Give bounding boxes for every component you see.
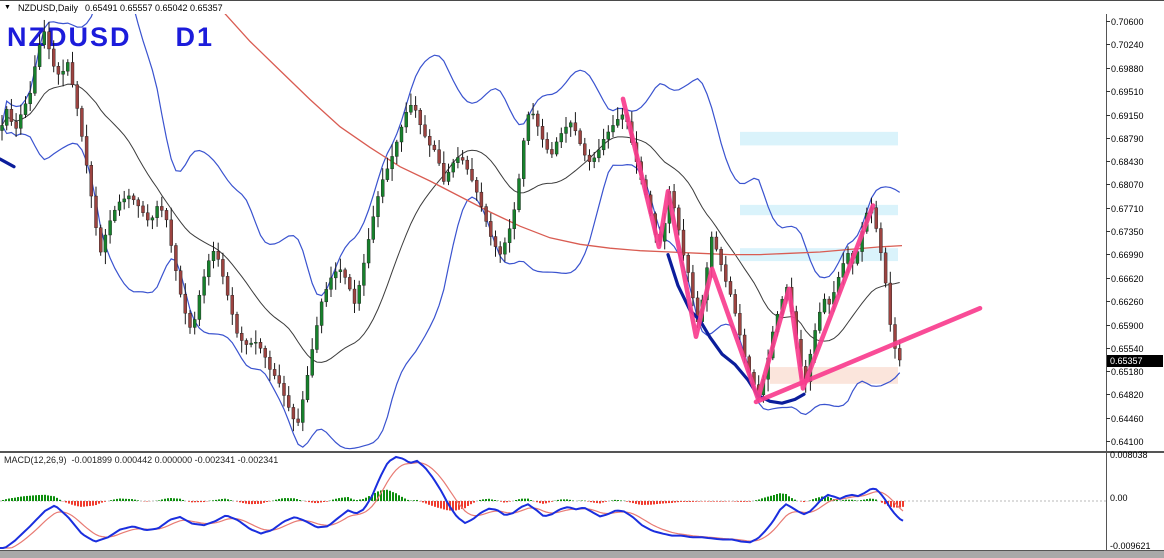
current-price-value: 0.65357 bbox=[1110, 355, 1143, 366]
chart-watermark: NZDUSD D1 bbox=[7, 22, 214, 53]
scrollbar-strip[interactable] bbox=[0, 551, 1164, 558]
macd-label: MACD(12,26,9) bbox=[4, 455, 67, 465]
price-tick-label: 0.64460 bbox=[1106, 413, 1144, 424]
macd-tick-label: 0.00 bbox=[1110, 493, 1128, 503]
price-tick-label: 0.68790 bbox=[1106, 133, 1144, 144]
chart-title-bar: ▼ NZDUSD,Daily 0.65491 0.65557 0.65042 0… bbox=[0, 1, 1164, 14]
price-tick-label: 0.69880 bbox=[1106, 63, 1144, 74]
price-tick-label: 0.64820 bbox=[1106, 390, 1144, 401]
current-price-badge: 0.65357 bbox=[1107, 354, 1163, 367]
price-tick-label: 0.65180 bbox=[1106, 367, 1144, 378]
macd-canvas[interactable] bbox=[0, 453, 1106, 550]
price-tick-label: 0.66260 bbox=[1106, 297, 1144, 308]
macd-indicator-header: MACD(12,26,9) -0.001899 0.000442 0.00000… bbox=[4, 455, 278, 465]
dropdown-icon[interactable]: ▼ bbox=[4, 4, 11, 11]
price-axis-divider bbox=[1106, 1, 1107, 551]
pink-annotation-lines[interactable] bbox=[620, 96, 983, 405]
price-tick-label: 0.66990 bbox=[1106, 250, 1144, 261]
ohlc-values: 0.65491 0.65557 0.65042 0.65357 bbox=[84, 2, 223, 13]
price-tick-label: 0.65900 bbox=[1106, 320, 1144, 331]
pane-separator-bottom bbox=[0, 550, 1164, 551]
watermark-symbol: NZDUSD bbox=[7, 22, 132, 52]
price-tick-label: 0.69150 bbox=[1106, 110, 1144, 121]
symbol-period-label: NZDUSD,Daily bbox=[17, 2, 78, 13]
macd-tick-label: 0.008038 bbox=[1110, 450, 1148, 460]
price-tick-label: 0.65540 bbox=[1106, 343, 1144, 354]
price-tick-label: 0.67350 bbox=[1106, 227, 1144, 237]
price-tick-label: 0.67710 bbox=[1106, 203, 1144, 214]
macd-tick-label: -0.009621 bbox=[1110, 541, 1151, 551]
macd-histogram bbox=[2, 489, 904, 511]
macd-values: -0.001899 0.000442 0.000000 -0.002341 -0… bbox=[71, 455, 279, 465]
price-chart-canvas[interactable] bbox=[0, 14, 1106, 451]
price-tick-label: 0.69510 bbox=[1106, 87, 1144, 98]
price-tick-label: 0.66620 bbox=[1106, 274, 1144, 285]
price-tick-label: 0.70600 bbox=[1106, 17, 1144, 27]
pane-separator-top bbox=[0, 451, 1164, 453]
macd-lines bbox=[0, 455, 904, 549]
price-tick-label: 0.70240 bbox=[1106, 40, 1144, 51]
price-tick-label: 0.68430 bbox=[1106, 157, 1144, 168]
price-tick-label: 0.64100 bbox=[1106, 437, 1144, 447]
price-tick-label: 0.68070 bbox=[1106, 180, 1144, 191]
watermark-timeframe: D1 bbox=[175, 22, 215, 52]
slow-ma-line bbox=[224, 14, 903, 256]
